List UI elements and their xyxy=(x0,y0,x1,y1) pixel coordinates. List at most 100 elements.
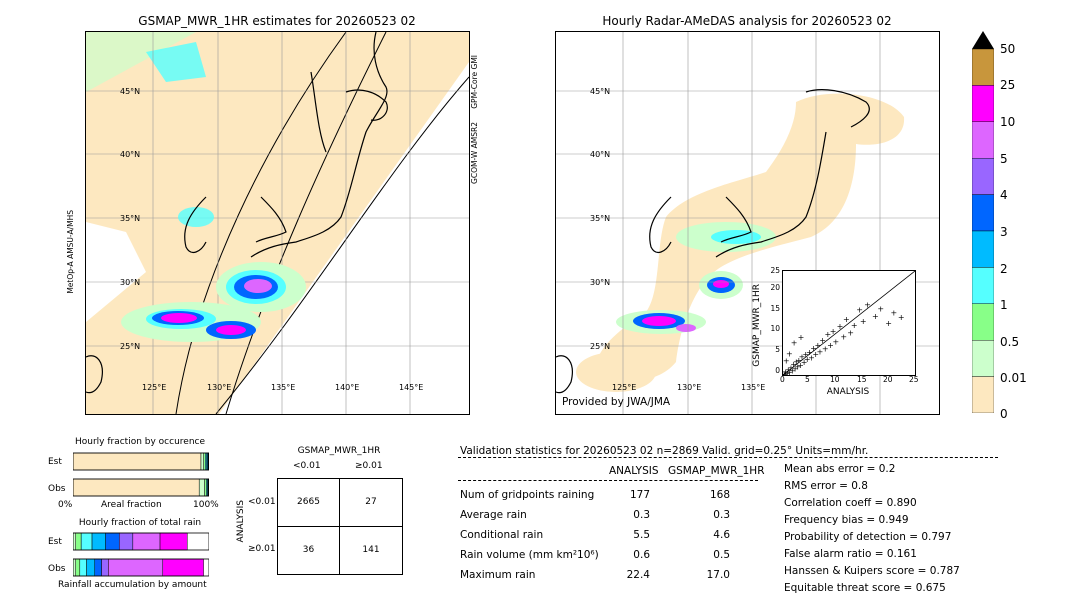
scatter-point: + xyxy=(792,364,799,373)
stat-label-1: Average rain xyxy=(460,509,527,521)
scatter-point: + xyxy=(847,329,854,338)
scatter-point: + xyxy=(814,341,821,350)
cb-label-10: 10 xyxy=(1000,115,1016,129)
scatter-point: + xyxy=(799,353,806,362)
fraction-segment-0.01 xyxy=(198,478,205,497)
map-gridlines xyxy=(86,32,469,414)
xtick-25: 25 xyxy=(909,375,919,384)
fraction-segment-2 xyxy=(91,532,106,551)
stat-a-3: 0.6 xyxy=(633,549,650,561)
scatter-point: + xyxy=(784,369,791,375)
scatter-xlabel: ANALYSIS xyxy=(826,387,870,397)
score-1: RMS error = 0.8 xyxy=(784,480,868,492)
rain-est-label: Est xyxy=(48,537,62,547)
scatter-points: +++++++++++++++++++++++++++++++++++++++ +… xyxy=(781,300,905,379)
colorbar-swatch-5 xyxy=(971,230,995,268)
score-4: Probability of detection = 0.797 xyxy=(784,531,952,543)
fraction-segment-0.01 xyxy=(73,532,76,551)
coastlines-right xyxy=(556,89,870,394)
scatter-point: + xyxy=(891,309,898,318)
scatter-point: + xyxy=(802,350,809,359)
fraction-segment-0 xyxy=(73,478,200,497)
fraction-axis-right: 100% xyxy=(193,500,219,510)
lon-label-125: 125°E xyxy=(142,383,166,392)
cb-label-3: 3 xyxy=(1000,225,1008,239)
occurrence-bars xyxy=(73,452,209,497)
fraction-segment-2 xyxy=(86,558,96,577)
scatter-point: + xyxy=(822,344,829,353)
lat-label-30: 30°N xyxy=(120,278,140,287)
fraction-segment-4 xyxy=(118,532,134,551)
cb-label-5: 5 xyxy=(1000,152,1008,166)
sensor-label-amsu: MetOp-A AMSU-A/MHS xyxy=(66,210,75,294)
scatter-point: + xyxy=(786,349,793,358)
colorbar-over-arrow xyxy=(972,31,994,49)
fraction-title-rain: Hourly fraction of total rain xyxy=(78,518,202,528)
score-5: False alarm ratio = 0.161 xyxy=(784,548,917,560)
colorbar-labels: 50 25 10 5 4 3 2 1 0.5 0.01 0 xyxy=(1000,31,1040,421)
no-data-gap xyxy=(86,222,146,322)
cell-miss: 36 xyxy=(302,545,315,555)
fraction-bar-outline xyxy=(73,478,209,497)
fraction-segment-1 xyxy=(79,558,87,577)
scatter-ylabel: GSMAP_MWR_1HR xyxy=(752,284,762,367)
validation-col-gsmap: GSMAP_MWR_1HR xyxy=(668,465,765,477)
scatter-point: + xyxy=(837,322,844,331)
left-map-panel: 45°N 40°N 35°N 30°N 25°N 125°E 130°E 135… xyxy=(85,31,470,415)
colorbar-swatch-7 xyxy=(971,303,995,341)
scatter-point: + xyxy=(791,339,798,348)
stat-a-4: 22.4 xyxy=(626,569,650,581)
cell-hit: 141 xyxy=(362,545,380,555)
fraction-obs-label: Obs xyxy=(48,484,66,494)
scatter-point: + xyxy=(825,330,832,339)
colorbar-swatch-8 xyxy=(971,340,995,377)
scatter-point: + xyxy=(885,319,892,328)
validation-header: Validation statistics for 20260523 02 n=… xyxy=(460,445,869,457)
contingency-col2: ≥0.01 xyxy=(355,461,383,471)
fraction-segment-1 xyxy=(80,532,93,551)
sensor-label-gmi: GPM-Core GMI xyxy=(470,55,479,109)
rain-bars xyxy=(73,532,209,577)
scatter-plot: +++++++++++++++++++++++++++++++++++++++ +… xyxy=(781,270,916,379)
score-3: Frequency bias = 0.949 xyxy=(784,514,909,526)
cb-label-2: 2 xyxy=(1000,262,1008,276)
svg-text:130°E: 130°E xyxy=(677,383,701,392)
lon-label-140: 140°E xyxy=(335,383,359,392)
sensor-label-amsr2: GCOM-W AMSR2 xyxy=(470,122,479,184)
contingency-row1: <0.01 xyxy=(248,497,276,507)
fraction-segment-0 xyxy=(73,452,202,471)
right-map-title: Hourly Radar-AMeDAS analysis for 2026052… xyxy=(602,14,892,28)
svg-text:35°N: 35°N xyxy=(590,214,610,223)
scatter-point: + xyxy=(783,356,790,365)
scatter-point: + xyxy=(843,315,850,324)
colorbar-swatch-6 xyxy=(971,267,995,304)
colorbar xyxy=(971,31,995,414)
xtick-15: 15 xyxy=(857,375,867,384)
fraction-segment-0.5 xyxy=(75,532,82,551)
coastlines xyxy=(86,32,388,394)
fraction-segment-10 xyxy=(162,558,204,577)
fraction-segment-3 xyxy=(105,532,120,551)
fraction-segment-3 xyxy=(94,558,102,577)
validation-divider xyxy=(458,457,998,458)
fraction-segment-0.5 xyxy=(204,478,207,497)
cb-label-0: 0 xyxy=(1000,407,1008,421)
scatter-point: + xyxy=(789,366,796,375)
score-2: Correlation coeff = 0.890 xyxy=(784,497,917,509)
cell-hit-none: 2665 xyxy=(297,497,320,507)
score-0: Mean abs error = 0.2 xyxy=(784,463,896,475)
scatter-inset: + + + + + + + + + + + + + + + + + + + + + + + + + + + + + + + + + + + + + + + +… xyxy=(781,270,916,379)
swath-edge-2 xyxy=(215,76,469,414)
scatter-point: + xyxy=(808,354,815,363)
lat-label-35: 35°N xyxy=(120,214,140,223)
scatter-point: + xyxy=(860,317,867,326)
cb-label-4: 4 xyxy=(1000,188,1008,202)
validation-subdivider xyxy=(458,480,758,481)
svg-text:30°N: 30°N xyxy=(590,278,610,287)
stat-label-3: Rain volume (mm km²10⁶) xyxy=(460,549,599,561)
stat-label-0: Num of gridpoints raining xyxy=(460,489,595,501)
svg-text:25°N: 25°N xyxy=(590,342,610,351)
stat-label-4: Maximum rain xyxy=(460,569,536,581)
lon-label-135: 135°E xyxy=(271,383,295,392)
scatter-point: + xyxy=(783,370,787,375)
